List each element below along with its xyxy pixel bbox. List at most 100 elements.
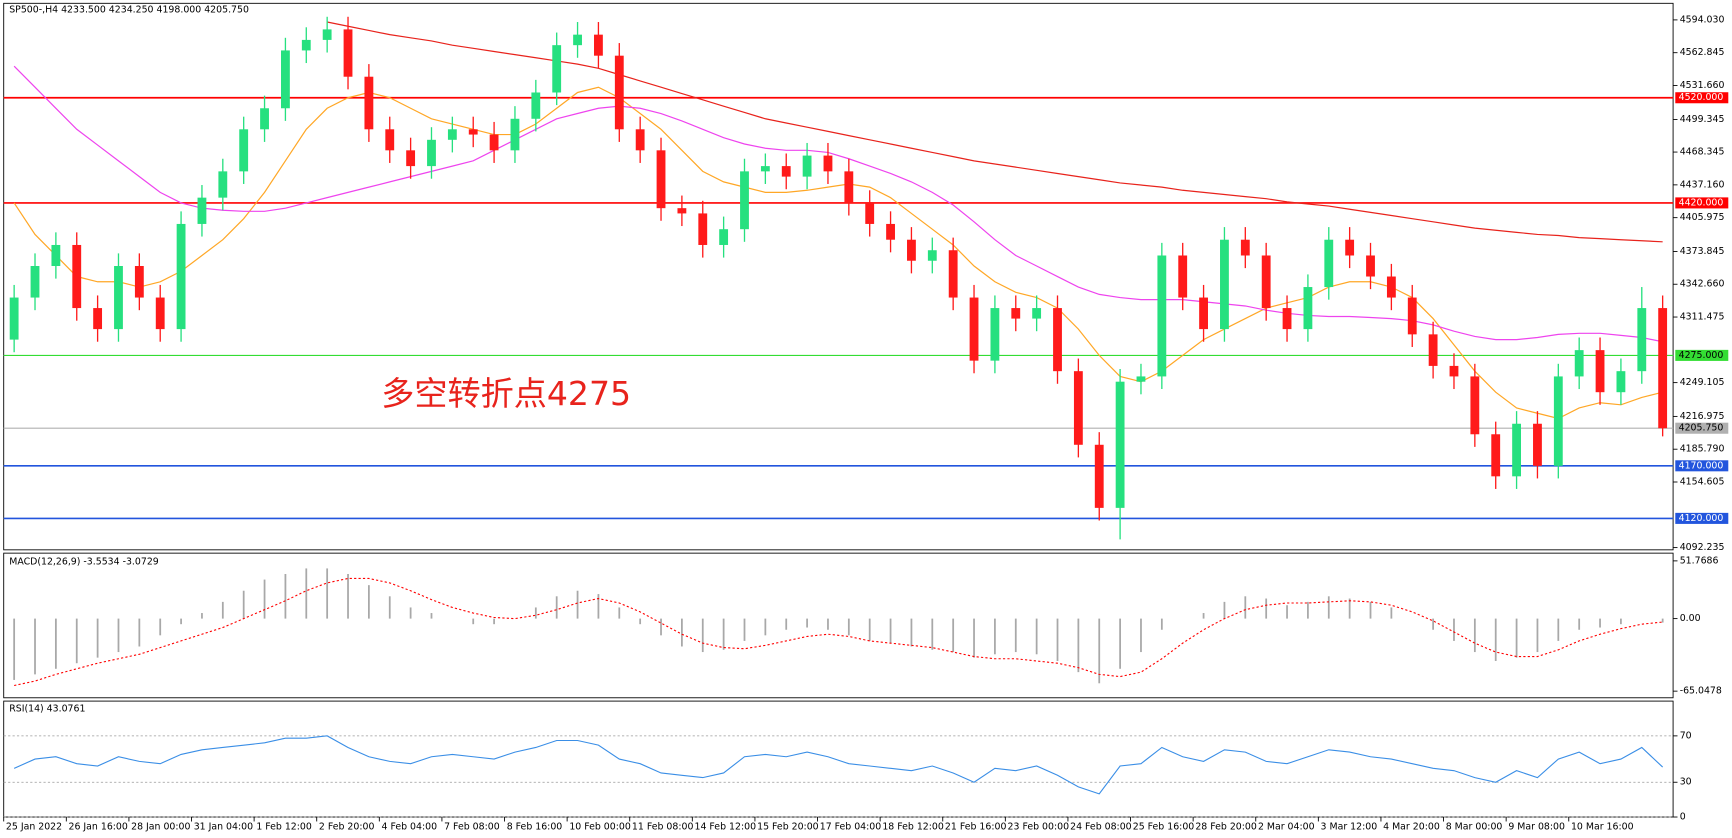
candle-body [1073, 371, 1083, 445]
histogram-bar [827, 618, 829, 630]
candle-body [510, 118, 520, 151]
candle-body [844, 171, 854, 203]
candle-body [1136, 376, 1146, 382]
price-panel [3, 2, 1674, 551]
x-tick-label: 14 Feb 12:00 [695, 821, 757, 832]
histogram-bar [34, 618, 36, 675]
candle-body [1032, 308, 1042, 319]
histogram-bar [263, 579, 266, 619]
x-tick-label: 25 Feb 16:00 [1133, 821, 1195, 832]
y-tick-label: 4373.845 [1680, 246, 1725, 257]
candle-body [990, 308, 1000, 361]
histogram-bar [1473, 618, 1476, 653]
histogram-bar [722, 618, 725, 650]
candle-body [72, 244, 82, 309]
y-tick-label: 4216.975 [1680, 411, 1725, 422]
histogram-bar [847, 618, 850, 636]
histogram-bar [952, 618, 955, 653]
candle-body [1115, 381, 1125, 508]
x-tick-label: 10 Feb 00:00 [569, 821, 631, 832]
y-tick-label: 51.7686 [1680, 555, 1719, 566]
candle-body [1574, 350, 1584, 377]
candle-body [656, 150, 666, 209]
x-tick-label: 8 Mar 00:00 [1446, 821, 1503, 832]
candle-body [1178, 255, 1188, 298]
moving-average [327, 21, 1663, 243]
histogram-bar [1014, 618, 1017, 653]
level-label: 4120.000 [1679, 513, 1724, 524]
histogram-bar [472, 618, 475, 625]
level-box [1675, 422, 1729, 434]
candle-body [886, 223, 895, 240]
candle-body [1470, 376, 1480, 435]
histogram-bar [1140, 618, 1142, 653]
histogram-bar [534, 607, 537, 619]
candle-body [197, 197, 207, 224]
histogram-bar [159, 618, 162, 636]
level-label: 4520.000 [1679, 92, 1724, 103]
histogram-bar [1327, 596, 1330, 619]
histogram-bar [305, 568, 308, 619]
histogram-bar [555, 596, 558, 619]
histogram-bar [1307, 601, 1309, 619]
candle-body [594, 34, 603, 56]
candle-body [781, 166, 791, 177]
histogram-bar [284, 573, 287, 619]
candle-body [301, 39, 311, 51]
histogram-bar [1202, 613, 1205, 619]
level-label: 4170.000 [1679, 460, 1724, 471]
y-tick-label: 4405.975 [1680, 212, 1725, 223]
candle-body [760, 166, 770, 172]
candle-body [1303, 287, 1313, 330]
histogram-bar [180, 618, 182, 625]
candle-body [385, 129, 395, 151]
histogram-bar [1223, 601, 1226, 619]
x-tick-label: 17 Feb 04:00 [820, 821, 882, 832]
candle-body [1282, 308, 1292, 330]
candle-body [114, 266, 123, 330]
level-label: 4275.000 [1679, 350, 1724, 361]
histogram-bar [117, 618, 120, 653]
candle-body [1261, 255, 1271, 309]
x-tick-label: 24 Feb 08:00 [1070, 821, 1132, 832]
histogram-bar [1098, 618, 1101, 684]
histogram-bar [618, 607, 621, 619]
histogram-bar [1348, 598, 1351, 619]
candle-body [1324, 239, 1334, 288]
x-tick-label: 18 Feb 12:00 [882, 821, 944, 832]
level-box [1675, 197, 1729, 209]
x-tick-label: 28 Jan 00:00 [131, 821, 190, 832]
macd-panel [3, 552, 1674, 699]
moving-average [13, 86, 1663, 420]
histogram-bar [1244, 596, 1247, 619]
histogram-bar [597, 594, 600, 619]
candle-body [1428, 334, 1438, 366]
x-tick-label: 23 Feb 00:00 [1008, 821, 1070, 832]
histogram-bar [138, 618, 141, 647]
candle-body [927, 250, 937, 261]
candle-body [427, 139, 436, 167]
histogram-bar [931, 618, 934, 650]
level-box [1675, 512, 1729, 524]
candle-body [1157, 255, 1167, 377]
candle-body [489, 134, 499, 151]
x-tick-label: 26 Jan 16:00 [69, 821, 128, 832]
histogram-bar [201, 613, 203, 619]
candle-body [322, 29, 332, 40]
candle-body [1553, 376, 1563, 466]
candle-body [677, 208, 687, 214]
x-tick-label: 15 Feb 20:00 [757, 821, 819, 832]
histogram-bar [1620, 618, 1622, 625]
y-tick-label: 0.00 [1680, 613, 1701, 624]
candle-body [1053, 308, 1062, 372]
y-tick-label: 4092.235 [1680, 542, 1725, 553]
histogram-bar [910, 618, 913, 647]
x-tick-label: 3 Mar 12:00 [1321, 821, 1378, 832]
x-tick-label: 11 Feb 08:00 [632, 821, 694, 832]
y-tick-label: 4499.345 [1680, 114, 1725, 125]
y-tick-label: 4185.790 [1680, 444, 1725, 455]
candle-body [218, 171, 228, 198]
candle-body [552, 45, 562, 93]
